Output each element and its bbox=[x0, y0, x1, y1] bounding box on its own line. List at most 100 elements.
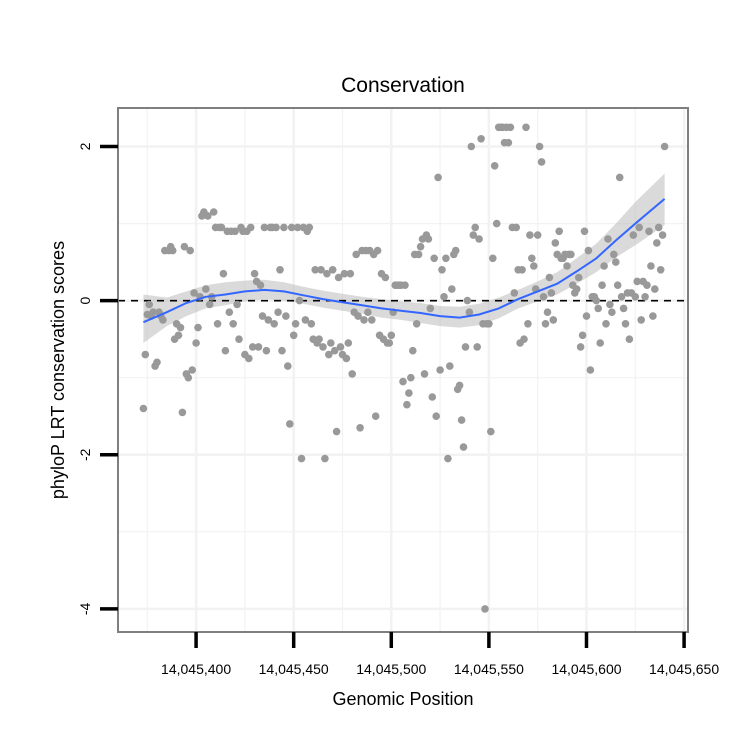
data-point bbox=[319, 343, 327, 351]
grid bbox=[118, 108, 688, 632]
data-point bbox=[475, 235, 483, 243]
data-point bbox=[371, 412, 380, 421]
data-point bbox=[194, 323, 202, 332]
data-point bbox=[262, 346, 271, 355]
data-point bbox=[428, 393, 437, 401]
data-point bbox=[293, 223, 302, 232]
data-point bbox=[178, 408, 187, 417]
data-point bbox=[416, 242, 425, 251]
data-point bbox=[280, 223, 288, 232]
x-tick-label: 14,045,450 bbox=[259, 661, 329, 677]
data-point bbox=[469, 231, 478, 239]
x-axis-ticks: 14,045,400 14,045,450 14,045,500 14,045,550… bbox=[161, 632, 719, 677]
data-point bbox=[602, 320, 610, 328]
data-point bbox=[467, 142, 476, 151]
data-point bbox=[631, 293, 640, 301]
data-point bbox=[451, 246, 460, 255]
data-point bbox=[282, 312, 290, 320]
data-point bbox=[346, 269, 355, 278]
data-point bbox=[145, 300, 153, 309]
data-point bbox=[159, 316, 167, 324]
data-point bbox=[245, 354, 253, 363]
data-point bbox=[604, 235, 612, 243]
data-point bbox=[477, 135, 485, 143]
data-point bbox=[192, 339, 200, 347]
data-point bbox=[250, 269, 259, 278]
data-point bbox=[405, 389, 413, 397]
data-point bbox=[368, 316, 376, 324]
data-point bbox=[465, 308, 474, 317]
data-point bbox=[360, 316, 368, 324]
data-point bbox=[354, 312, 362, 320]
data-point bbox=[311, 266, 320, 274]
data-point bbox=[617, 293, 626, 301]
data-point bbox=[231, 227, 239, 236]
data-point bbox=[432, 412, 441, 421]
data-point bbox=[260, 223, 269, 232]
data-point bbox=[549, 316, 558, 324]
data-point bbox=[284, 362, 292, 370]
data-point bbox=[342, 354, 351, 363]
data-point bbox=[524, 320, 532, 328]
data-point bbox=[325, 350, 333, 359]
data-point bbox=[153, 358, 161, 367]
data-point bbox=[649, 312, 657, 320]
data-point bbox=[334, 273, 343, 282]
data-point bbox=[295, 296, 304, 305]
data-point bbox=[485, 320, 493, 328]
data-point bbox=[168, 246, 177, 255]
data-point bbox=[584, 246, 593, 255]
x-tick-label: 14,045,400 bbox=[161, 661, 231, 677]
data-point bbox=[229, 320, 237, 328]
data-point bbox=[656, 266, 665, 274]
data-point bbox=[424, 235, 433, 243]
data-point bbox=[327, 339, 335, 347]
data-point bbox=[330, 346, 339, 355]
plot-background bbox=[118, 108, 688, 632]
data-point bbox=[473, 343, 482, 351]
data-point bbox=[387, 331, 396, 340]
data-point bbox=[297, 454, 306, 463]
data-point bbox=[248, 343, 257, 351]
data-point bbox=[481, 605, 489, 613]
x-tick-label: 14,045,650 bbox=[649, 661, 719, 677]
data-point bbox=[174, 331, 183, 340]
data-point bbox=[258, 312, 267, 320]
data-point bbox=[256, 281, 265, 290]
data-point bbox=[233, 300, 241, 309]
data-point bbox=[608, 308, 616, 317]
data-point bbox=[246, 223, 255, 232]
data-point bbox=[461, 343, 470, 351]
data-point bbox=[567, 250, 575, 259]
data-point bbox=[457, 416, 466, 424]
data-point bbox=[202, 285, 210, 293]
data-point bbox=[610, 250, 618, 259]
data-point bbox=[235, 335, 243, 344]
data-point bbox=[647, 262, 655, 270]
data-point bbox=[401, 281, 409, 290]
data-point bbox=[270, 320, 279, 328]
data-point bbox=[328, 266, 337, 274]
x-tick-label: 14,045,600 bbox=[551, 661, 621, 677]
data-point bbox=[141, 350, 150, 359]
data-point bbox=[576, 343, 585, 351]
data-point bbox=[572, 285, 581, 293]
data-point bbox=[217, 223, 226, 232]
data-point bbox=[286, 420, 294, 428]
data-point bbox=[412, 320, 421, 328]
data-point bbox=[463, 296, 472, 305]
data-point bbox=[578, 331, 587, 340]
data-point bbox=[221, 346, 230, 355]
y-tick-label: 0 bbox=[77, 297, 93, 305]
chart-title: Conservation bbox=[341, 74, 465, 97]
data-point bbox=[307, 320, 316, 328]
y-axis-ticks: -4 -2 0 2 bbox=[77, 142, 118, 615]
data-point bbox=[641, 293, 649, 301]
data-point bbox=[184, 373, 193, 382]
data-point bbox=[176, 323, 185, 332]
data-point bbox=[287, 223, 296, 232]
data-point bbox=[625, 335, 634, 344]
data-point bbox=[348, 370, 357, 378]
data-point bbox=[526, 231, 534, 239]
